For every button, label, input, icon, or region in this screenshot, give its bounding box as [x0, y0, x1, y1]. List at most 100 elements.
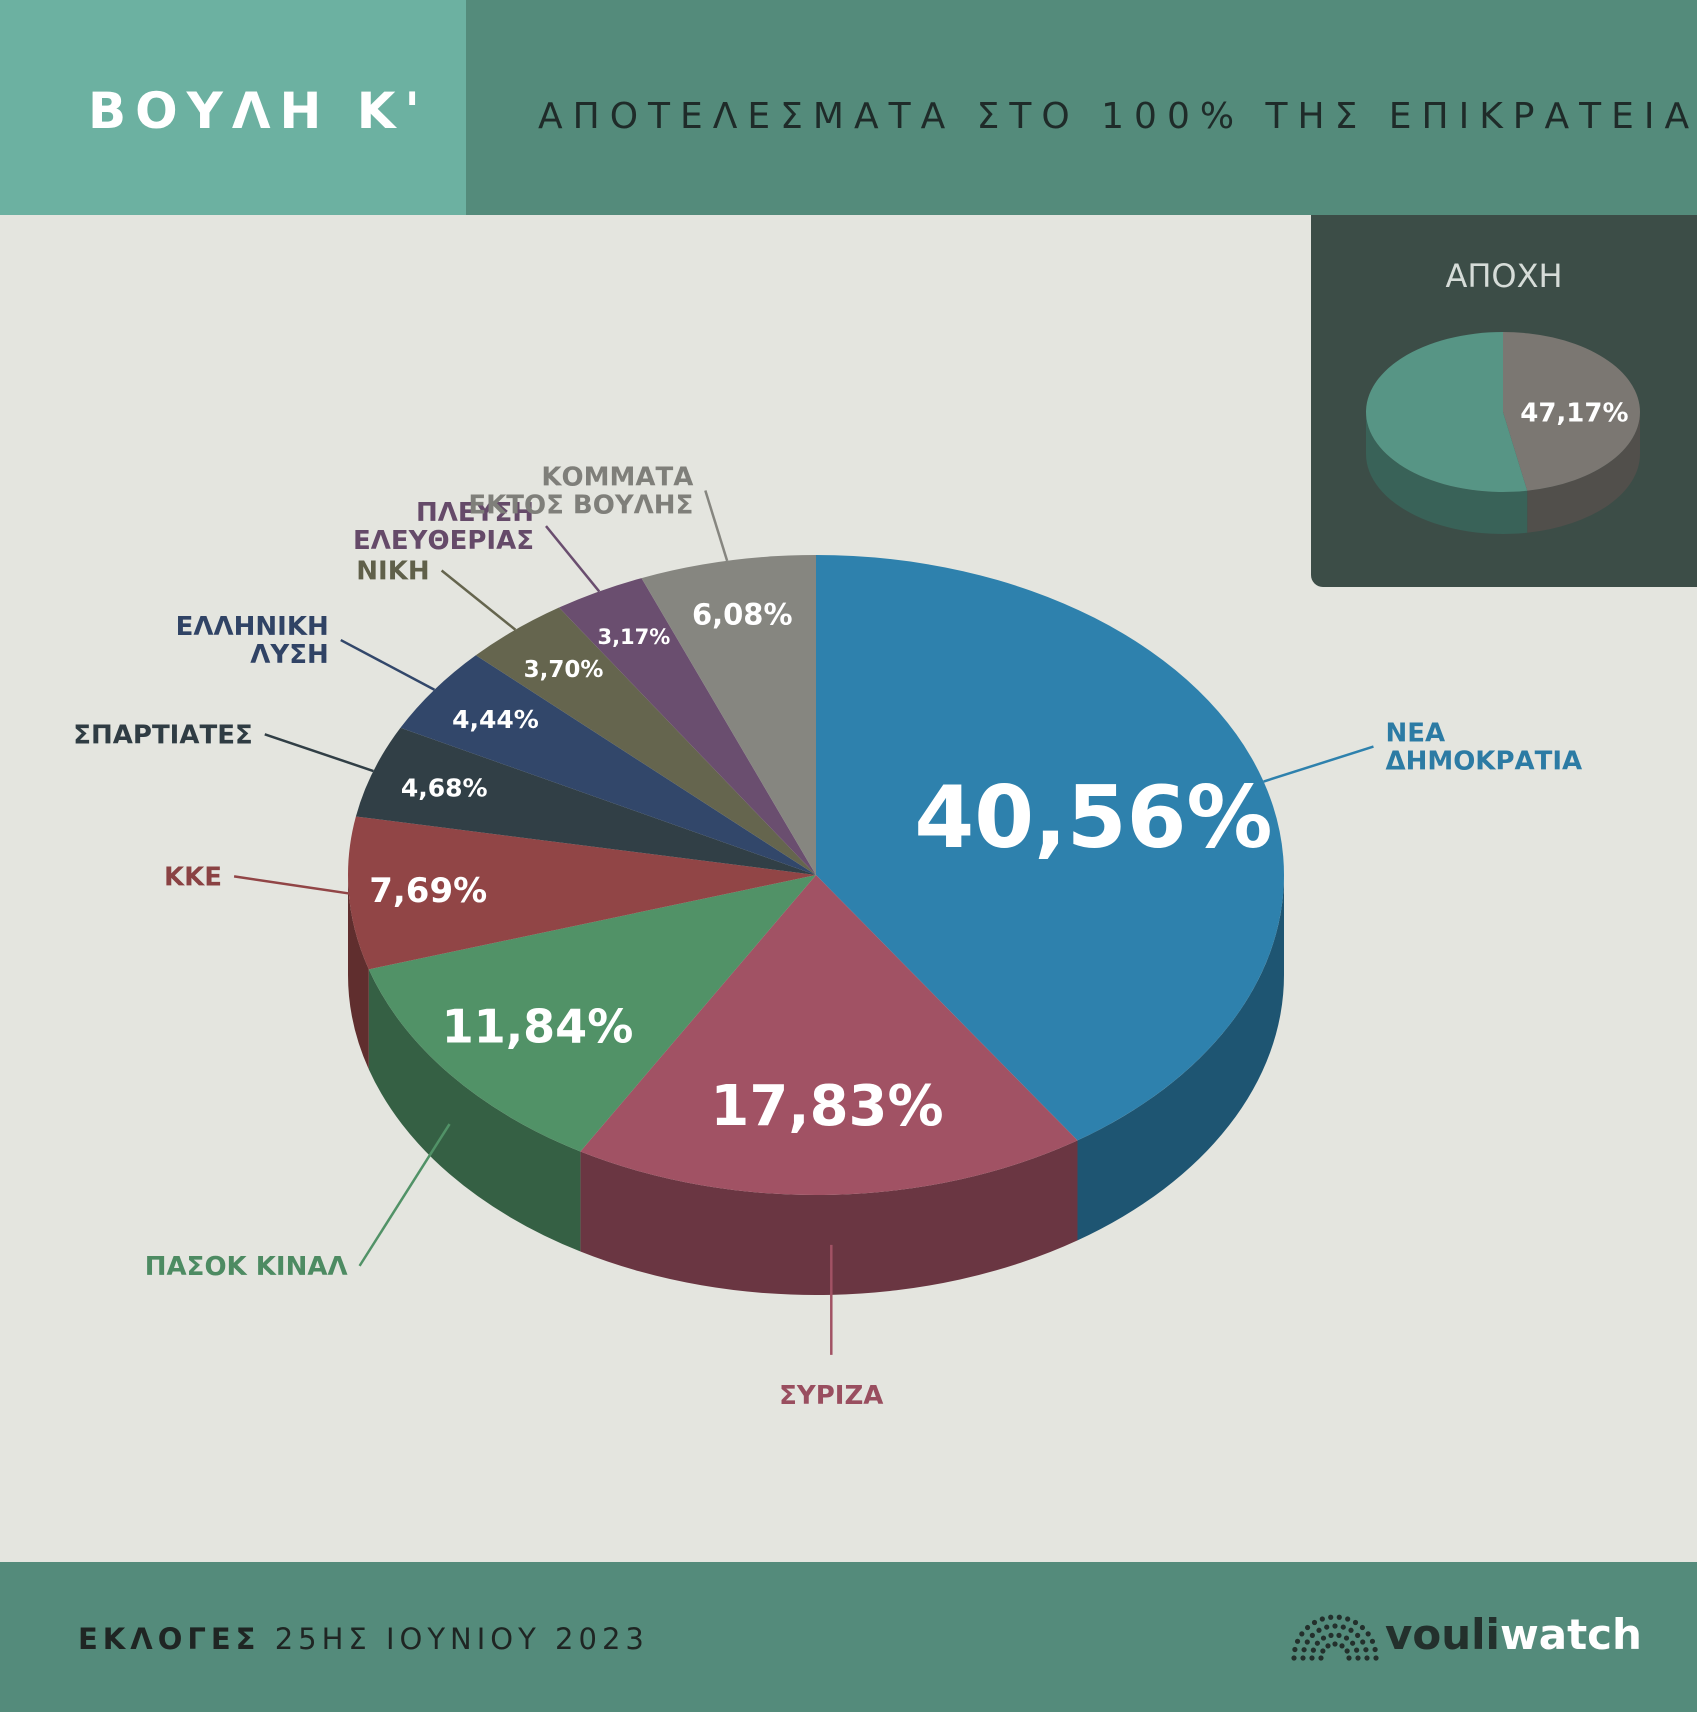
- logo-dot: [1365, 1631, 1371, 1637]
- logo-dot: [1319, 1616, 1325, 1622]
- logo-dot: [1354, 1647, 1360, 1653]
- abstention-slice-abstention: [1503, 332, 1641, 491]
- logo-dot: [1364, 1655, 1370, 1661]
- logo-text-watch: watch: [1499, 1610, 1642, 1659]
- logo-dot: [1310, 1647, 1316, 1653]
- leader-line: [233, 875, 349, 895]
- pie-slice-κομματα-εκτος-βουλης: [641, 555, 816, 875]
- value-label: 3,70%: [524, 657, 604, 683]
- logo-dot: [1318, 1655, 1324, 1661]
- series-name-label: ΕΛΕΥΘΕΡΙΑΣ: [353, 526, 534, 556]
- series-name-label: ΠΛΕΥΣΗ: [416, 498, 534, 528]
- abstention-panel: ΑΠΟΧΗ 47,17%: [1311, 215, 1697, 587]
- logo-dot: [1292, 1646, 1298, 1653]
- logo-dot: [1340, 1624, 1346, 1630]
- logo-dot: [1328, 1614, 1334, 1620]
- series-name-label: ΚΚΕ: [164, 862, 222, 892]
- pie-slice-συριζα: [580, 875, 1078, 1195]
- logo-dot: [1348, 1627, 1354, 1633]
- value-label: 17,83%: [710, 1074, 943, 1139]
- logo-dot: [1304, 1624, 1311, 1631]
- header: ΒΟΥΛΗ Κ' ΑΠΟΤΕΛΕΣΜΑΤΑ ΣΤΟ 100% ΤΗΣ ΕΠΙΚΡ…: [0, 0, 1697, 215]
- logo-dot: [1355, 1655, 1361, 1661]
- pie-slice-ελληνικη-λυση: [400, 655, 816, 875]
- series-name-label: ΚΟΜΜΑΤΑ: [541, 463, 693, 493]
- logo-dot: [1328, 1632, 1334, 1638]
- leader-line: [704, 490, 729, 562]
- election-label: ΕΚΛΟΓΕΣ: [78, 1622, 261, 1656]
- abstention-slice-voted: [1366, 332, 1528, 492]
- abstention-value-label: 47,17%: [1520, 398, 1628, 428]
- value-label: 7,69%: [369, 871, 487, 911]
- logo-dot: [1352, 1619, 1359, 1626]
- leader-line: [440, 569, 517, 631]
- series-name-label: ΝΕΑ: [1385, 719, 1445, 749]
- logo-dot: [1344, 1648, 1350, 1654]
- logo-dot: [1336, 1632, 1342, 1638]
- leader-line: [264, 733, 374, 773]
- pie-slice-νεα-δημοκρατια: [816, 555, 1285, 1141]
- logo-dot: [1372, 1646, 1378, 1653]
- logo-dot: [1332, 1623, 1338, 1629]
- leader-line: [545, 525, 601, 593]
- series-name-label: ΣΠΑΡΤΙΑΤΕΣ: [73, 720, 253, 750]
- logo-dot: [1345, 1616, 1351, 1622]
- logo-dot: [1373, 1655, 1379, 1661]
- logo-dot: [1369, 1638, 1376, 1644]
- logo-dot: [1343, 1635, 1350, 1641]
- logo-dot: [1339, 1643, 1345, 1649]
- series-name-label: ΕΚΤΟΣ ΒΟΥΛΗΣ: [468, 491, 693, 521]
- value-label: 4,44%: [452, 705, 539, 734]
- logo-dot: [1324, 1624, 1330, 1630]
- pie-slice-κκε: [348, 816, 816, 970]
- abstention-pie: 47,17%: [1366, 332, 1641, 534]
- logo-dot: [1363, 1647, 1369, 1653]
- page-subtitle: ΑΠΟΤΕΛΕΣΜΑΤΑ ΣΤΟ 100% ΤΗΣ ΕΠΙΚΡΑΤΕΙΑΣ: [538, 96, 1697, 137]
- value-label: 4,68%: [401, 773, 488, 802]
- election-date: ΕΚΛΟΓΕΣ 25ΗΣ ΙΟΥΝΙΟΥ 2023: [78, 1622, 649, 1656]
- logo-dot: [1359, 1624, 1366, 1631]
- pie-side-συριζα: [580, 1140, 1078, 1295]
- logo-text-vouli: vouli: [1385, 1610, 1500, 1659]
- abstention-side-voted: [1366, 412, 1528, 534]
- logo-dot: [1314, 1640, 1320, 1646]
- value-label: 11,84%: [442, 999, 634, 1053]
- logo-dot: [1320, 1635, 1327, 1641]
- results-pie-chart: 40,56% 17,83% 11,84% 7,69% 4,68% 4,44% 3,70% 3,…: [73, 463, 1582, 1411]
- pie-side-νεα-δημοκρατια: [1077, 875, 1284, 1241]
- header-title-panel: ΒΟΥΛΗ Κ': [0, 0, 466, 215]
- logo-dot: [1346, 1655, 1352, 1661]
- logo-dot: [1360, 1639, 1366, 1645]
- pie-side-κκε: [348, 875, 369, 1070]
- logo-dot: [1316, 1627, 1322, 1633]
- logo-dot: [1291, 1655, 1297, 1661]
- pie-slice-νικη: [475, 607, 816, 875]
- pie-slice-πασοκ-κιναλ: [368, 875, 816, 1152]
- logo-dot: [1301, 1647, 1307, 1653]
- page-title: ΒΟΥΛΗ Κ': [88, 82, 429, 140]
- series-name-label: ΝΙΚΗ: [356, 556, 429, 586]
- logo-dot: [1304, 1639, 1310, 1645]
- series-name-label: ΕΛΛΗΝΙΚΗ: [176, 612, 329, 642]
- value-label: 3,17%: [597, 625, 670, 649]
- pie-side-πασοκ-κιναλ: [368, 969, 581, 1252]
- footer: ΕΚΛΟΓΕΣ 25ΗΣ ΙΟΥΝΙΟΥ 2023 vouliwatch: [0, 1562, 1697, 1712]
- logo-dot: [1309, 1655, 1315, 1661]
- leader-line: [340, 638, 436, 691]
- series-name-label: ΠΑΣΟΚ ΚΙΝΑΛ: [145, 1252, 348, 1282]
- logo-icon: [1291, 1614, 1379, 1661]
- abstention-title: ΑΠΟΧΗ: [1445, 257, 1563, 295]
- logo-dot: [1332, 1641, 1338, 1647]
- value-label: 40,56%: [914, 768, 1272, 868]
- pie-slice-πλευση-ελευθεριας: [559, 578, 816, 875]
- series-name-label: ΣΥΡΙΖΑ: [779, 1381, 883, 1411]
- pie-slice-σπαρτιατες: [355, 727, 816, 875]
- logo-dot: [1350, 1640, 1356, 1646]
- logo-dot: [1325, 1643, 1331, 1649]
- logo-dot: [1300, 1655, 1306, 1661]
- logo-dot: [1299, 1631, 1305, 1637]
- logo-dot: [1336, 1614, 1342, 1620]
- logo: vouliwatch: [1385, 1610, 1642, 1659]
- logo-dot: [1309, 1632, 1315, 1638]
- logo-dot: [1320, 1648, 1326, 1654]
